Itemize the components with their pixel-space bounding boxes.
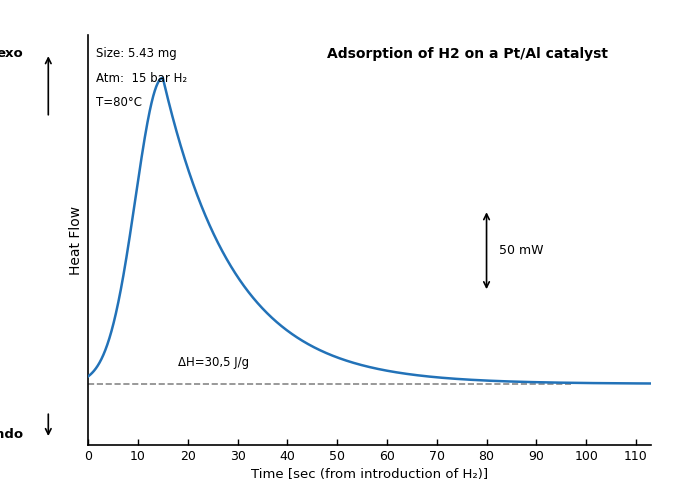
Text: Adsorption of H2 on a Pt/Al catalyst: Adsorption of H2 on a Pt/Al catalyst bbox=[327, 47, 608, 61]
Text: ΔH=30,5 J/g: ΔH=30,5 J/g bbox=[178, 356, 249, 368]
Text: Atm:  15 bar H₂: Atm: 15 bar H₂ bbox=[96, 72, 186, 85]
Text: exo: exo bbox=[0, 47, 24, 60]
Text: endo: endo bbox=[0, 428, 24, 441]
X-axis label: Time [sec (from introduction of H₂)]: Time [sec (from introduction of H₂)] bbox=[251, 468, 488, 481]
Text: T=80°C: T=80°C bbox=[96, 96, 142, 109]
Text: 50 mW: 50 mW bbox=[499, 244, 544, 257]
Y-axis label: Heat Flow: Heat Flow bbox=[68, 206, 83, 274]
Text: Size: 5.43 mg: Size: 5.43 mg bbox=[96, 47, 176, 60]
